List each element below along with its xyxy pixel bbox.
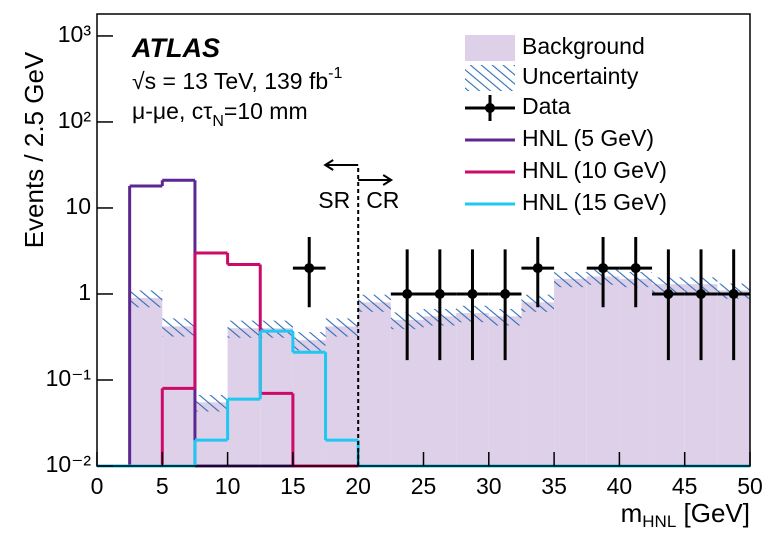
background-bar [194,402,228,466]
uncertainty-band [227,320,261,338]
energy-sup: -1 [328,65,342,82]
legend-data-dot [485,103,495,113]
background-bar [129,297,163,466]
x-tick-label: 25 [411,473,437,499]
data-point [434,288,445,299]
y-axis-label: Events / 2.5 GeV [19,51,49,248]
channel-label: μ-μe, cτN=10 mm [132,98,308,130]
background-bar [619,278,653,466]
x-tick-label: 35 [541,473,567,499]
sr-label: SR [318,187,350,213]
background-bar [325,326,359,466]
y-tick-label: 1 [78,279,91,305]
x-tick-label: 45 [672,473,698,499]
sr-arrow [323,159,359,171]
data-point [696,288,707,299]
legend-label: HNL (15 GeV) [522,189,667,215]
legend-label: HNL (5 GeV) [522,125,654,151]
background-bar [260,328,293,466]
uncertainty-band [260,320,293,338]
uncertainty-band [292,332,326,351]
uncertainty-band [129,290,163,308]
uncertainty-band [358,294,391,312]
legend-label: Data [522,93,571,119]
x-tick-label: 10 [215,473,241,499]
energy-text: √s = 13 TeV, 139 fb [132,68,328,94]
x-label-m: m [621,498,643,528]
y-tick-label: 10⁻² [46,451,92,477]
experiment-label: ATLAS [131,33,220,63]
background-bar [586,276,620,466]
x-tick-label: 15 [280,473,306,499]
data-point [728,288,739,299]
legend-label: Uncertainty [522,63,639,89]
data-point [532,263,543,274]
data-point [598,263,609,274]
legend-label: Background [522,33,645,59]
x-label-unit: [GeV] [676,498,750,528]
background-bar [227,328,261,466]
background-bar [292,340,326,466]
x-tick-label: 30 [476,473,502,499]
background-bar [162,326,195,466]
x-tick-label: 5 [156,473,169,499]
cr-label: CR [366,187,399,213]
data-point [663,288,674,299]
x-tick-label: 20 [345,473,371,499]
channel-rest: =10 mm [224,98,308,124]
data-point [402,288,413,299]
y-tick-label: 10³ [58,21,92,47]
x-axis-label: mHNL [GeV] [621,498,750,532]
uncertainty-band [554,272,587,288]
background-bar [521,302,555,466]
legend-background-swatch [465,35,515,61]
legend-uncertainty-swatch [465,65,515,91]
background-bar [554,278,587,466]
data-point [467,288,478,299]
y-tick-label: 10 [65,193,91,219]
channel-text: μ-μe, cτ [132,98,212,124]
uncertainty-band [325,318,359,337]
x-tick-label: 50 [737,473,763,499]
x-tick-label: 0 [91,473,104,499]
background-bar [358,302,391,466]
data-point [304,263,315,274]
uncertainty-band [194,394,228,412]
data-point [500,288,511,299]
channel-sub: N [212,113,224,130]
x-label-sub: HNL [642,512,676,531]
y-tick-label: 10² [58,107,92,133]
data-point [630,263,641,274]
legend-label: HNL (10 GeV) [522,157,667,183]
x-tick-label: 40 [607,473,633,499]
energy-label: √s = 13 TeV, 139 fb-1 [132,65,342,94]
uncertainty-band [162,318,195,337]
cr-arrow [358,174,394,186]
y-tick-label: 10⁻¹ [46,365,92,391]
